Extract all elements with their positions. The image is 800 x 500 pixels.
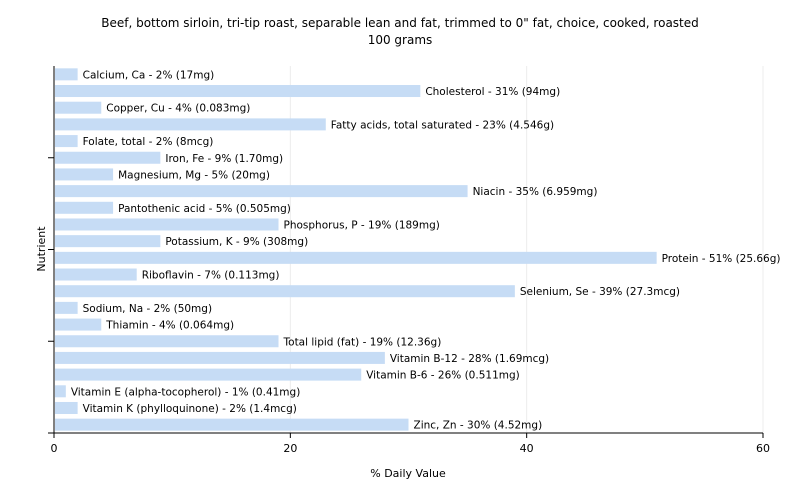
bar-label: Vitamin B-6 - 26% (0.511mg) (366, 370, 520, 382)
bar (55, 318, 102, 331)
bar-label: Phosphorus, P - 19% (189mg) (284, 219, 440, 231)
chart-title: Beef, bottom sirloin, tri-tip roast, sep… (101, 16, 699, 30)
bar-label: Iron, Fe - 9% (1.70mg) (165, 153, 283, 165)
bars-group (55, 68, 657, 431)
bar-label: Cholesterol - 31% (94mg) (425, 86, 560, 98)
chart-subtitle: 100 grams (368, 33, 433, 47)
bar (55, 301, 78, 314)
x-axis-ticks: 0 20 40 60 (51, 433, 770, 455)
bar-label: Fatty acids, total saturated - 23% (4.54… (331, 119, 554, 131)
y-axis-title: Nutrient (35, 226, 48, 272)
bar (55, 385, 66, 398)
bar-label: Potassium, K - 9% (308mg) (165, 236, 308, 248)
bar (55, 285, 515, 298)
bar (55, 401, 78, 414)
bar (55, 351, 385, 364)
bar (55, 368, 362, 381)
bar-label: Thiamin - 4% (0.064mg) (105, 320, 234, 332)
bar (55, 151, 161, 164)
bar-label: Niacin - 35% (6.959mg) (473, 186, 598, 198)
bar (55, 235, 161, 248)
bar (55, 101, 102, 114)
bar-label: Copper, Cu - 4% (0.083mg) (106, 103, 250, 115)
bar-label: Calcium, Ca - 2% (17mg) (83, 69, 215, 81)
bar-labels-group: Calcium, Ca - 2% (17mg) Cholesterol - 31%… (71, 69, 781, 431)
bar-label: Vitamin K (phylloquinone) - 2% (1.4mcg) (83, 403, 297, 415)
bar-label: Magnesium, Mg - 5% (20mg) (118, 169, 270, 181)
bar (55, 268, 137, 281)
bar (55, 335, 279, 348)
bar (55, 218, 279, 231)
bar-label: Folate, total - 2% (8mcg) (83, 136, 214, 148)
bar-label: Riboflavin - 7% (0.113mg) (142, 270, 280, 282)
bar-label: Selenium, Se - 39% (27.3mcg) (520, 286, 680, 298)
bar (55, 85, 421, 98)
x-tick-label: 0 (51, 442, 58, 455)
bar (55, 185, 468, 198)
bar (55, 118, 326, 131)
x-tick-label: 20 (283, 442, 297, 455)
y-axis-ticks (48, 157, 54, 434)
bar (55, 68, 78, 81)
x-tick-label: 60 (756, 442, 770, 455)
bar (55, 418, 409, 431)
bar (55, 201, 114, 214)
bar-label: Sodium, Na - 2% (50mg) (83, 303, 212, 315)
bar (55, 251, 657, 264)
bar (55, 168, 114, 181)
x-axis-title: % Daily Value (370, 467, 446, 480)
bar-label: Vitamin E (alpha-tocopherol) - 1% (0.41m… (71, 386, 300, 398)
bar-label: Protein - 51% (25.66g) (662, 253, 781, 265)
bar (55, 135, 78, 148)
bar-label: Total lipid (fat) - 19% (12.36g) (283, 336, 442, 348)
bar-label: Pantothenic acid - 5% (0.505mg) (118, 203, 291, 215)
bar-label: Zinc, Zn - 30% (4.52mg) (414, 420, 543, 432)
x-tick-label: 40 (520, 442, 534, 455)
bar-label: Vitamin B-12 - 28% (1.69mcg) (390, 353, 549, 365)
